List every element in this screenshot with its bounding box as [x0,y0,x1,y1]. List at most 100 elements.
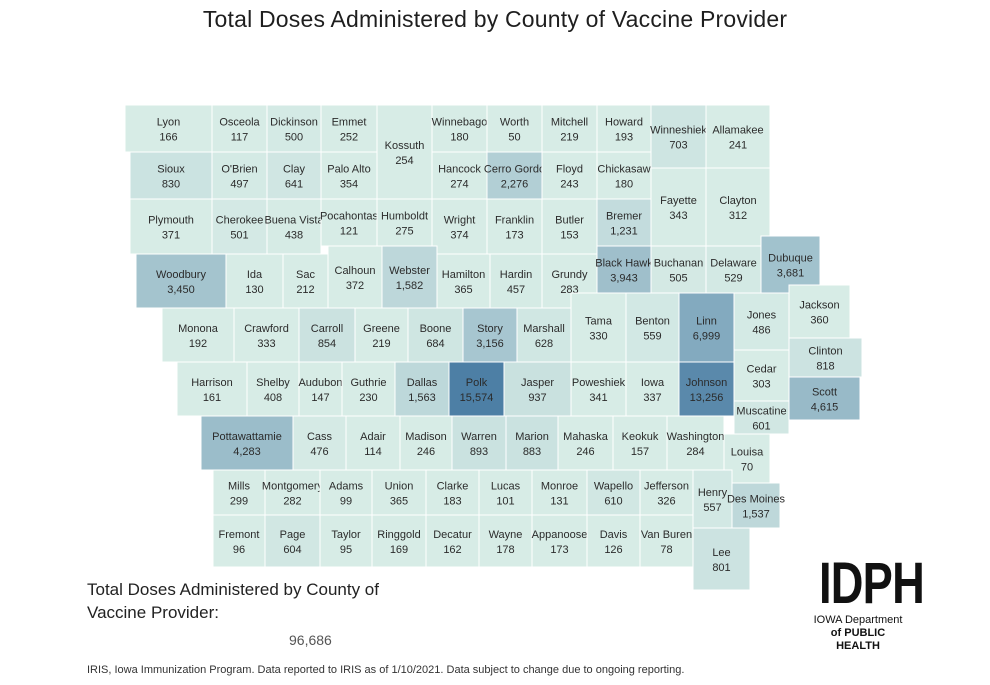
county-cedar[interactable]: Cedar 303 [733,349,790,402]
county-union[interactable]: Union 365 [371,469,427,516]
county-shape[interactable] [639,469,694,516]
county-linn[interactable]: Linn 6,999 [678,292,735,363]
county-warren[interactable]: Warren 893 [451,415,507,471]
county-shape[interactable] [161,307,235,363]
county-shape[interactable] [788,337,863,378]
county-montgomery[interactable]: Montgomery 282 [262,469,324,516]
county-fremont[interactable]: Fremont 96 [212,514,266,568]
county-shape[interactable] [678,361,735,417]
county-shape[interactable] [733,292,790,351]
county-marshall[interactable]: Marshall 628 [516,307,572,363]
county-shape[interactable] [320,151,378,200]
county-shape[interactable] [381,245,438,309]
county-shape[interactable] [431,198,488,255]
county-shape[interactable] [399,415,453,471]
county-shape[interactable] [298,307,356,363]
county-adams[interactable]: Adams 99 [319,469,373,516]
county-dubuque[interactable]: Dubuque 3,681 [760,235,821,294]
county-butler[interactable]: Butler 153 [541,198,598,255]
county-shape[interactable] [692,527,751,591]
county-shape[interactable] [211,104,268,153]
county-appanoose[interactable]: Appanoose 173 [531,514,588,568]
county-poweshiek[interactable]: Poweshiek 341 [570,361,627,417]
county-shape[interactable] [246,361,300,417]
county-palo-alto[interactable]: Palo Alto 354 [320,151,378,200]
county-delaware[interactable]: Delaware 529 [705,245,762,294]
county-hardin[interactable]: Hardin 457 [489,253,543,309]
county-carroll[interactable]: Carroll 854 [298,307,356,363]
county-shape[interactable] [211,151,268,200]
county-lucas[interactable]: Lucas 101 [478,469,533,516]
county-shape[interactable] [596,198,652,247]
county-greene[interactable]: Greene 219 [354,307,409,363]
county-shape[interactable] [639,514,694,568]
county-davis[interactable]: Davis 126 [586,514,641,568]
county-jasper[interactable]: Jasper 937 [503,361,572,417]
county-shape[interactable] [376,104,433,200]
county-shape[interactable] [678,292,735,363]
county-kossuth[interactable]: Kossuth 254 [376,104,433,200]
county-shape[interactable] [462,307,518,363]
county-shape[interactable] [705,167,771,247]
county-shape[interactable] [354,307,409,363]
county-humboldt[interactable]: Humboldt 275 [376,198,433,247]
county-shape[interactable] [586,469,641,516]
county-shape[interactable] [705,104,771,169]
county-dickinson[interactable]: Dickinson 500 [266,104,322,153]
county-sioux[interactable]: Sioux 830 [129,151,213,200]
county-shape[interactable] [733,349,790,402]
county-shape[interactable] [264,469,321,516]
county-buena-vista[interactable]: Buena Vista 438 [264,198,324,255]
county-shape[interactable] [541,104,598,153]
county-shape[interactable] [320,104,378,153]
county-shape[interactable] [650,167,707,247]
county-shape[interactable] [425,469,480,516]
county-o-brien[interactable]: O'Brien 497 [211,151,268,200]
county-shape[interactable] [596,151,652,200]
county-shape[interactable] [451,415,507,471]
county-shape[interactable] [625,361,680,417]
county-shape[interactable] [124,104,213,153]
county-shape[interactable] [376,198,433,247]
county-henry[interactable]: Henry 557 [692,469,733,529]
county-shape[interactable] [436,253,491,309]
county-cherokee[interactable]: Cherokee 501 [211,198,268,255]
county-shape[interactable] [731,482,781,529]
county-shape[interactable] [596,245,652,294]
county-keokuk[interactable]: Keokuk 157 [612,415,668,471]
county-shape[interactable] [705,245,762,294]
county-shape[interactable] [733,400,790,435]
county-wapello[interactable]: Wapello 610 [586,469,641,516]
county-shape[interactable] [225,253,284,309]
county-shape[interactable] [788,376,861,421]
county-shape[interactable] [292,415,347,471]
county-sac[interactable]: Sac 212 [282,253,329,309]
county-ringgold[interactable]: Ringgold 169 [371,514,427,568]
county-audubon[interactable]: Audubon 147 [298,361,343,417]
county-iowa[interactable]: Iowa 337 [625,361,680,417]
county-lyon[interactable]: Lyon 166 [124,104,213,153]
county-mitchell[interactable]: Mitchell 219 [541,104,598,153]
county-guthrie[interactable]: Guthrie 230 [341,361,396,417]
county-harrison[interactable]: Harrison 161 [176,361,248,417]
county-winnebago[interactable]: Winnebago 180 [431,104,488,153]
county-worth[interactable]: Worth 50 [486,104,543,153]
county-shape[interactable] [266,151,322,200]
county-hamilton[interactable]: Hamilton 365 [436,253,491,309]
county-wayne[interactable]: Wayne 178 [478,514,533,568]
county-mills[interactable]: Mills 299 [212,469,266,516]
county-buchanan[interactable]: Buchanan 505 [650,245,707,294]
county-winneshiek[interactable]: Winneshiek 703 [650,104,707,169]
county-shape[interactable] [431,104,488,153]
county-boone[interactable]: Boone 684 [407,307,464,363]
county-shape[interactable] [407,307,464,363]
county-shape[interactable] [478,514,533,568]
county-shape[interactable] [596,104,652,153]
county-bremer[interactable]: Bremer 1,231 [596,198,652,247]
county-plymouth[interactable]: Plymouth 371 [129,198,213,255]
county-shape[interactable] [135,253,227,309]
county-shape[interactable] [486,198,543,255]
county-wright[interactable]: Wright 374 [431,198,488,255]
county-clay[interactable]: Clay 641 [266,151,322,200]
county-pocahontas[interactable]: Pocahontas 121 [320,198,379,247]
